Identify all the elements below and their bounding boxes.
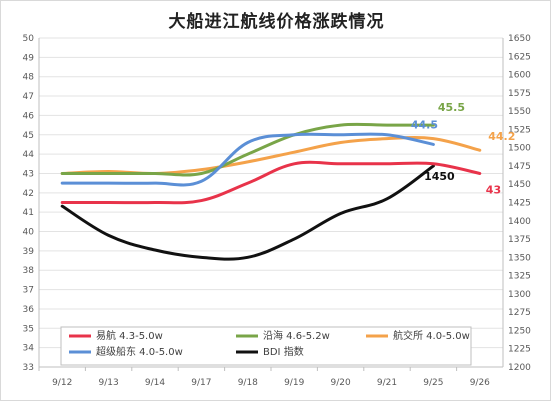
legend-label: 易航 4.3-5.0w	[96, 329, 163, 342]
y-left-tick-label: 46	[23, 111, 35, 121]
y-left-tick-label: 34	[23, 344, 35, 354]
series-line	[60, 160, 482, 205]
x-tick-label: 9/17	[191, 378, 211, 388]
legend-label: 航交所 4.0-5.0w	[393, 329, 470, 342]
x-tick-label: 9/21	[377, 378, 397, 388]
y-left-tick-label: 38	[23, 266, 35, 276]
y-right-tick-label: 1375	[508, 235, 531, 245]
y-left-tick-label: 50	[23, 34, 35, 44]
y-left-tick-label: 43	[23, 169, 34, 179]
y-left-tick-label: 36	[23, 305, 35, 315]
y-right-tick-label: 1250	[508, 326, 531, 336]
x-tick-label: 9/20	[330, 378, 350, 388]
data-label: 44.2	[488, 130, 515, 143]
series-line	[60, 132, 435, 187]
x-tick-label: 9/14	[145, 378, 165, 388]
y-left-tick-label: 45	[23, 131, 34, 141]
y-left-tick-label: 48	[23, 73, 35, 83]
x-tick-label: 9/25	[423, 378, 443, 388]
y-left-tick-label: 47	[23, 92, 34, 102]
y-left-tick-label: 40	[23, 228, 35, 238]
y-right-tick-label: 1625	[508, 52, 531, 62]
chart-title: 大船进江航线价格涨跌情况	[168, 12, 385, 32]
data-label: 43	[486, 183, 501, 196]
y-left-tick-label: 39	[23, 247, 35, 257]
y-right-tick-label: 1550	[508, 107, 531, 117]
legend-box	[60, 326, 472, 366]
x-tick-label: 9/26	[470, 378, 490, 388]
y-right-tick-label: 1500	[508, 144, 531, 154]
x-tick-label: 9/18	[238, 378, 258, 388]
y-right-tick-label: 1200	[508, 363, 531, 373]
y-left-tick-label: 49	[23, 53, 35, 63]
x-tick-label: 9/12	[52, 378, 72, 388]
series-line	[60, 164, 435, 261]
legend-label: BDI 指数	[263, 345, 304, 358]
data-label: 44.5	[411, 118, 438, 131]
data-label: 1450	[424, 170, 455, 183]
y-right-tick-label: 1425	[508, 199, 531, 209]
y-right-tick-label: 1325	[508, 272, 531, 282]
y-left-tick-label: 35	[23, 324, 34, 334]
y-right-tick-label: 1450	[508, 180, 531, 190]
y-right-tick-label: 1350	[508, 253, 531, 263]
y-left-tick-label: 41	[23, 208, 34, 218]
y-right-tick-label: 1650	[508, 34, 531, 44]
y-right-tick-label: 1225	[508, 345, 531, 355]
y-right-tick-label: 1400	[508, 217, 531, 227]
y-left-tick-label: 37	[23, 286, 34, 296]
y-left-tick-label: 42	[23, 189, 34, 199]
y-right-tick-label: 1575	[508, 89, 531, 99]
y-right-tick-label: 1300	[508, 290, 531, 300]
y-right-tick-label: 1600	[508, 71, 531, 81]
y-right-tick-label: 1475	[508, 162, 531, 172]
x-tick-label: 9/13	[98, 378, 118, 388]
legend-label: 超级船东 4.0-5.0w	[96, 345, 183, 358]
y-left-tick-label: 33	[23, 363, 34, 373]
y-left-tick-label: 44	[23, 150, 35, 160]
series-line	[60, 122, 435, 177]
x-tick-label: 9/19	[284, 378, 304, 388]
data-label: 45.5	[438, 101, 465, 114]
y-right-tick-label: 1525	[508, 125, 531, 135]
y-right-tick-label: 1275	[508, 308, 531, 318]
legend-label: 沿海 4.6-5.2w	[263, 329, 330, 342]
